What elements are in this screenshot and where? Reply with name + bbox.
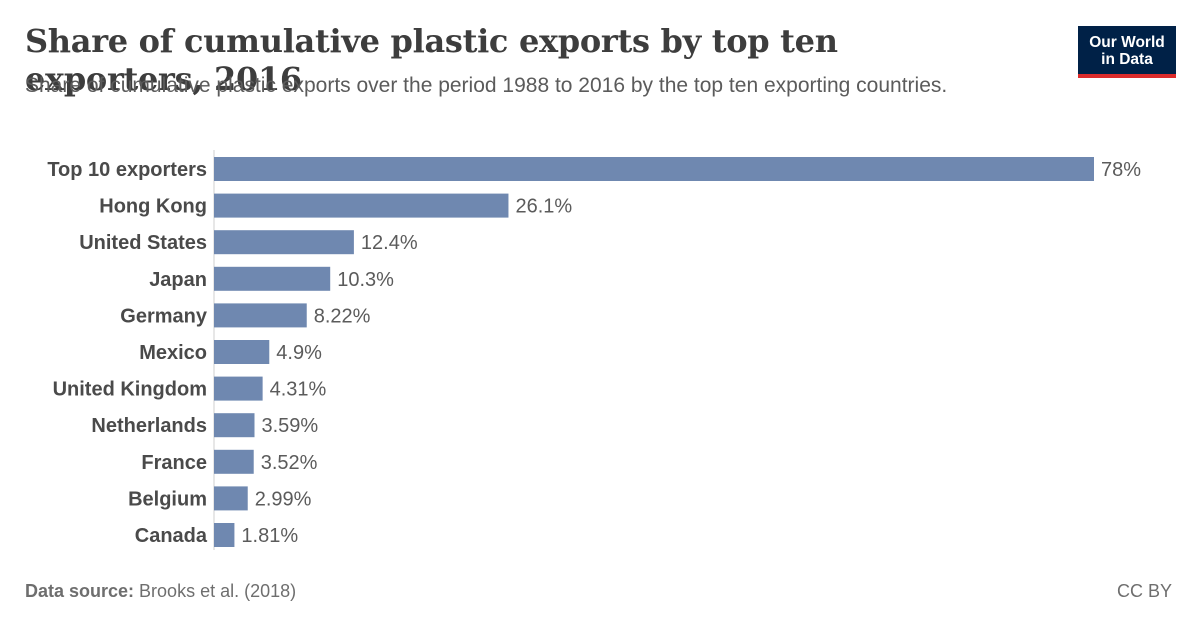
category-label[interactable]: Hong Kong <box>99 196 207 218</box>
value-label: 26.1% <box>515 196 572 218</box>
bar[interactable] <box>214 376 263 401</box>
category-label[interactable]: France <box>141 452 207 474</box>
owid-logo[interactable]: Our World in Data <box>1078 26 1176 78</box>
bar[interactable] <box>214 449 254 474</box>
category-label[interactable]: United States <box>79 232 207 254</box>
logo-line-1: Our World <box>1089 34 1165 51</box>
value-label: 8.22% <box>314 305 371 327</box>
logo-line-2: in Data <box>1101 51 1153 68</box>
data-source: Data source: Brooks et al. (2018) <box>25 581 296 602</box>
bar[interactable] <box>214 303 307 328</box>
bar[interactable] <box>214 193 509 218</box>
data-source-label: Data source: <box>25 581 135 601</box>
value-label: 78% <box>1101 159 1141 181</box>
bar[interactable] <box>214 413 255 438</box>
value-label: 1.81% <box>241 525 298 547</box>
category-label[interactable]: Belgium <box>128 488 207 510</box>
value-label: 3.52% <box>261 452 318 474</box>
license-label[interactable]: CC BY <box>1116 581 1172 601</box>
category-label[interactable]: Netherlands <box>91 415 207 437</box>
value-label: 12.4% <box>361 232 418 254</box>
value-label: 2.99% <box>255 488 312 510</box>
bar[interactable] <box>214 157 1094 181</box>
category-label[interactable]: United Kingdom <box>53 379 207 401</box>
bar[interactable] <box>214 266 331 291</box>
bar[interactable] <box>214 230 354 255</box>
bar[interactable] <box>214 523 235 547</box>
category-label[interactable]: Germany <box>120 305 208 327</box>
value-label: 10.3% <box>337 269 394 291</box>
category-label[interactable]: Mexico <box>139 342 207 364</box>
category-label[interactable]: Canada <box>135 525 208 547</box>
category-label[interactable]: Top 10 exporters <box>47 159 207 181</box>
value-label: 3.59% <box>262 415 319 437</box>
category-label[interactable]: Japan <box>149 269 207 291</box>
chart-subtitle: Share of cumulative plastic exports over… <box>25 74 948 97</box>
bar-chart: Top 10 exporters 78% Hong Kong 26.1% United … <box>47 150 1141 550</box>
value-label: 4.9% <box>276 342 322 364</box>
chart-title: Share of cumulative plastic exports by t… <box>25 22 838 98</box>
value-label: 4.31% <box>270 379 327 401</box>
data-source-text[interactable]: Brooks et al. (2018) <box>134 581 297 601</box>
bar[interactable] <box>214 340 270 364</box>
bar[interactable] <box>214 486 248 511</box>
